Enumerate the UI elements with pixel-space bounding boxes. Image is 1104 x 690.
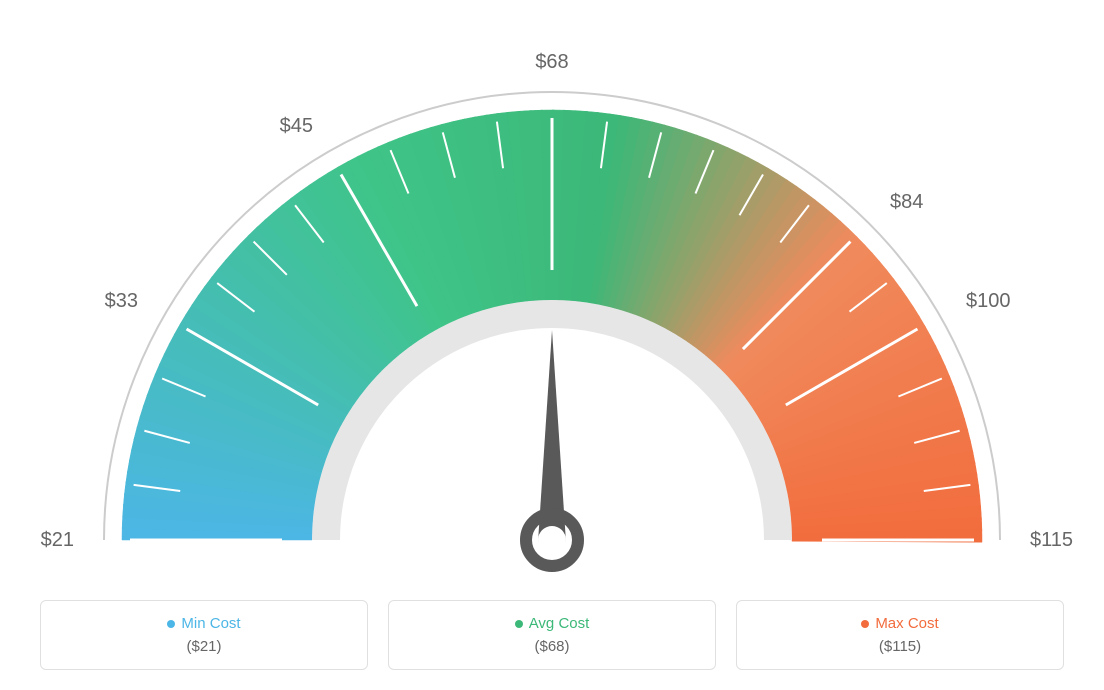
legend-max: Max Cost ($115) bbox=[736, 600, 1064, 670]
gauge-area: $21 $33 $45 $68 $84 $100 $115 bbox=[0, 0, 1104, 580]
legend-max-value: ($115) bbox=[879, 638, 921, 655]
svg-text:$45: $45 bbox=[280, 115, 313, 137]
svg-text:$68: $68 bbox=[535, 51, 568, 73]
legend-avg-label-row: Avg Cost bbox=[515, 615, 590, 632]
legend-min-label-row: Min Cost bbox=[167, 615, 240, 632]
legend-max-label-row: Max Cost bbox=[861, 615, 938, 632]
dot-icon bbox=[515, 620, 523, 628]
svg-text:$84: $84 bbox=[890, 191, 923, 213]
svg-text:$21: $21 bbox=[41, 529, 74, 551]
dot-icon bbox=[167, 620, 175, 628]
gauge-svg: $21 $33 $45 $68 $84 $100 $115 bbox=[0, 0, 1104, 580]
legend-avg-label: Avg Cost bbox=[529, 615, 590, 632]
svg-text:$100: $100 bbox=[966, 290, 1011, 312]
legend-max-label: Max Cost bbox=[875, 615, 938, 632]
legend-min-label: Min Cost bbox=[181, 615, 240, 632]
legend-row: Min Cost ($21) Avg Cost ($68) Max Cost (… bbox=[0, 600, 1104, 670]
dot-icon bbox=[861, 620, 869, 628]
legend-min-value: ($21) bbox=[186, 638, 221, 655]
legend-avg-value: ($68) bbox=[534, 638, 569, 655]
svg-text:$33: $33 bbox=[105, 290, 138, 312]
svg-text:$115: $115 bbox=[1030, 529, 1073, 551]
legend-min: Min Cost ($21) bbox=[40, 600, 368, 670]
legend-avg: Avg Cost ($68) bbox=[388, 600, 716, 670]
gauge-chart-container: $21 $33 $45 $68 $84 $100 $115 Min Cost ($21) A… bbox=[0, 0, 1104, 690]
